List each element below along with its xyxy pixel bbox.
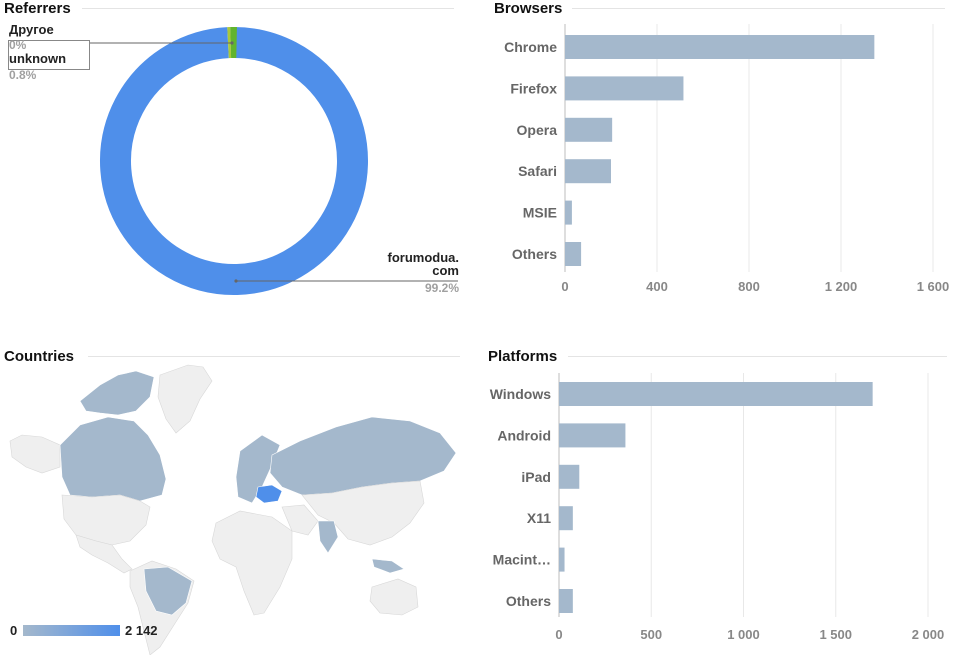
axis-tick-label: 800 [738,279,760,294]
middle-east-region [281,504,319,536]
category-label-others: Others [506,593,551,609]
brazil-region [143,566,193,616]
australia-region [369,578,419,616]
label-unknown-value: 0.8% [9,68,37,82]
category-label-x11: X11 [527,510,551,526]
label-forumodua-value: 99.2% [425,281,459,295]
browsers-title: Browsers [494,0,563,17]
label-forumodua-line2: com [432,263,459,278]
browsers-title-rule [572,8,945,9]
axis-tick-label: 1 600 [917,279,950,294]
countries-title: Countries [4,348,75,365]
greenland-region [157,364,213,434]
usa-region [61,494,151,546]
browsers-bar-chart: 0 400 800 1 200 1 600 Chrome Firefox Opera Safar… [504,24,950,294]
forumodua-leader-dot [234,279,238,283]
bar-opera[interactable] [565,117,613,142]
axis-tick-label: 400 [646,279,668,294]
referrers-title: Referrers [4,0,71,17]
platforms-title-rule [568,356,947,357]
unknown-leader-dot [230,41,234,45]
axis-tick-label: 1 500 [819,627,852,642]
bar-firefox[interactable] [565,76,684,101]
category-label-msie: MSIE [523,205,557,221]
axis-tick-label: 1 000 [727,627,760,642]
bar-android[interactable] [559,423,626,448]
canada-region [59,416,167,502]
category-label-chrome: Chrome [504,39,557,55]
category-label-android: Android [497,427,551,443]
category-label-firefox: Firefox [510,80,557,96]
referrers-donut-chart: Другое 0% unknown 0.8% forumodua. com 99… [8,22,460,295]
platforms-bar-chart: 0 500 1 000 1 500 2 000 Windows Android iPad X11… [490,373,945,642]
category-label-others: Others [512,246,557,262]
bar-ipad[interactable] [559,464,580,489]
small-slices-label-box [8,40,90,70]
countries-color-scale [23,625,120,636]
referrers-title-rule [82,8,454,9]
bar-windows[interactable] [559,382,873,406]
bar-x11[interactable] [559,506,573,531]
russia-region [269,416,457,496]
label-other-name: Другое [9,22,54,37]
axis-tick-label: 1 200 [825,279,858,294]
donut-slice-forumodua-com[interactable] [100,27,368,295]
countries-title-rule [88,356,460,357]
bar-chrome[interactable] [565,35,875,59]
countries-scale-min-label: 0 [10,623,17,638]
africa-region [211,510,293,616]
label-unknown-name: unknown [9,51,66,66]
platforms-title: Platforms [488,348,558,365]
alaska-region [9,434,61,474]
category-label-windows: Windows [490,386,552,402]
ukraine-region [255,484,283,504]
axis-tick-label: 2 000 [912,627,945,642]
countries-scale-max-label: 2 142 [125,623,158,638]
category-label-safari: Safari [518,163,557,179]
axis-tick-label: 0 [561,279,568,294]
bar-others[interactable] [565,242,582,266]
bar-macint[interactable] [559,547,565,572]
mexico-region [75,534,133,574]
label-other-value: 0% [9,38,27,52]
category-label-opera: Opera [517,122,558,138]
countries-world-map: 0 2 142 [9,364,457,655]
axis-tick-label: 0 [555,627,562,642]
bar-others[interactable] [559,589,573,613]
category-label-macint: Macint… [493,552,551,568]
india-region [317,520,339,554]
label-forumodua-line1: forumodua. [388,250,460,265]
category-label-ipad: iPad [521,469,551,485]
southeast-asia-islands-region [371,558,405,574]
axis-tick-label: 500 [640,627,662,642]
arctic-islands-region [79,370,155,416]
bar-msie[interactable] [565,200,572,225]
bar-safari[interactable] [565,159,611,184]
